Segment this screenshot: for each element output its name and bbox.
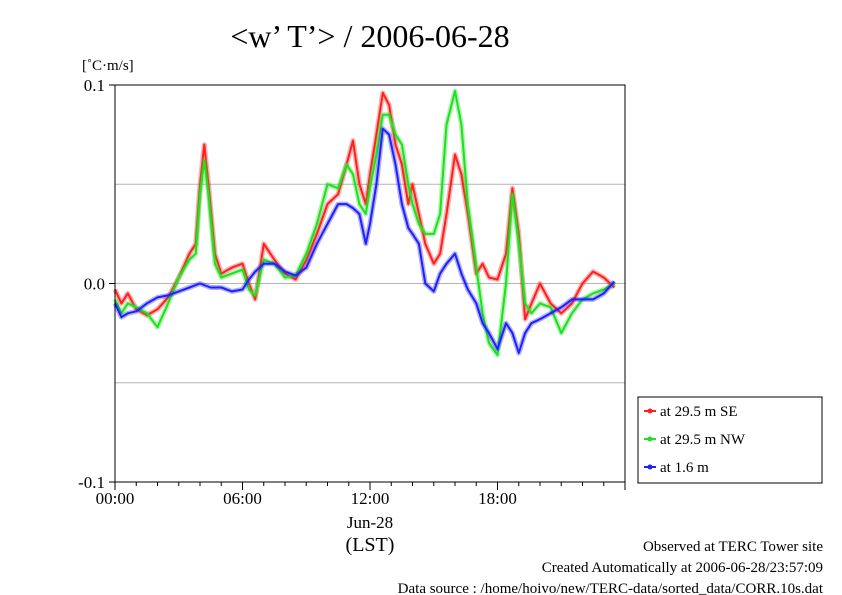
x-axis-date-label: Jun-28 (347, 513, 393, 532)
legend-label-2: at 29.5 m NW (660, 432, 746, 448)
series-lines (112, 88, 617, 358)
legend: at 29.5 m SE at 29.5 m NW at 1.6 m (637, 396, 823, 484)
series-line-1 (114, 91, 616, 321)
y-tick-label: -0.1 (78, 473, 105, 492)
x-tick-label: 12:00 (351, 489, 390, 508)
series-halo-2 (112, 88, 616, 358)
legend-marker-1 (647, 408, 653, 414)
y-tick-label: 0.0 (84, 275, 105, 294)
legend-marker-2 (647, 436, 653, 442)
legend-box (637, 396, 823, 484)
footer-created: Created Automatically at 2006-06-28/23:5… (542, 560, 823, 576)
legend-marker-3 (647, 464, 653, 470)
legend-label-1: at 29.5 m SE (660, 404, 738, 420)
legend-label-3: at 1.6 m (660, 460, 709, 476)
x-tick-label: 18:00 (478, 489, 517, 508)
series-line-3 (114, 127, 616, 354)
y-axis: 0.1 0.0 -0.1 (78, 76, 115, 492)
y-axis-unit-label: [˚C·m/s] (82, 58, 134, 74)
x-axis-unit-label: (LST) (346, 534, 395, 556)
footer-source: Data source : /home/hoivo/new/TERC-data/… (398, 581, 824, 595)
x-axis: 00:00 06:00 12:00 18:00 (96, 482, 626, 508)
chart-title: <w’ T’> / 2006-06-28 (230, 18, 509, 54)
x-tick-label: 00:00 (96, 489, 135, 508)
y-tick-label: 0.1 (84, 76, 105, 95)
x-tick-label: 06:00 (223, 489, 262, 508)
footer-site: Observed at TERC Tower site (643, 539, 823, 555)
series-line-2 (114, 90, 615, 356)
